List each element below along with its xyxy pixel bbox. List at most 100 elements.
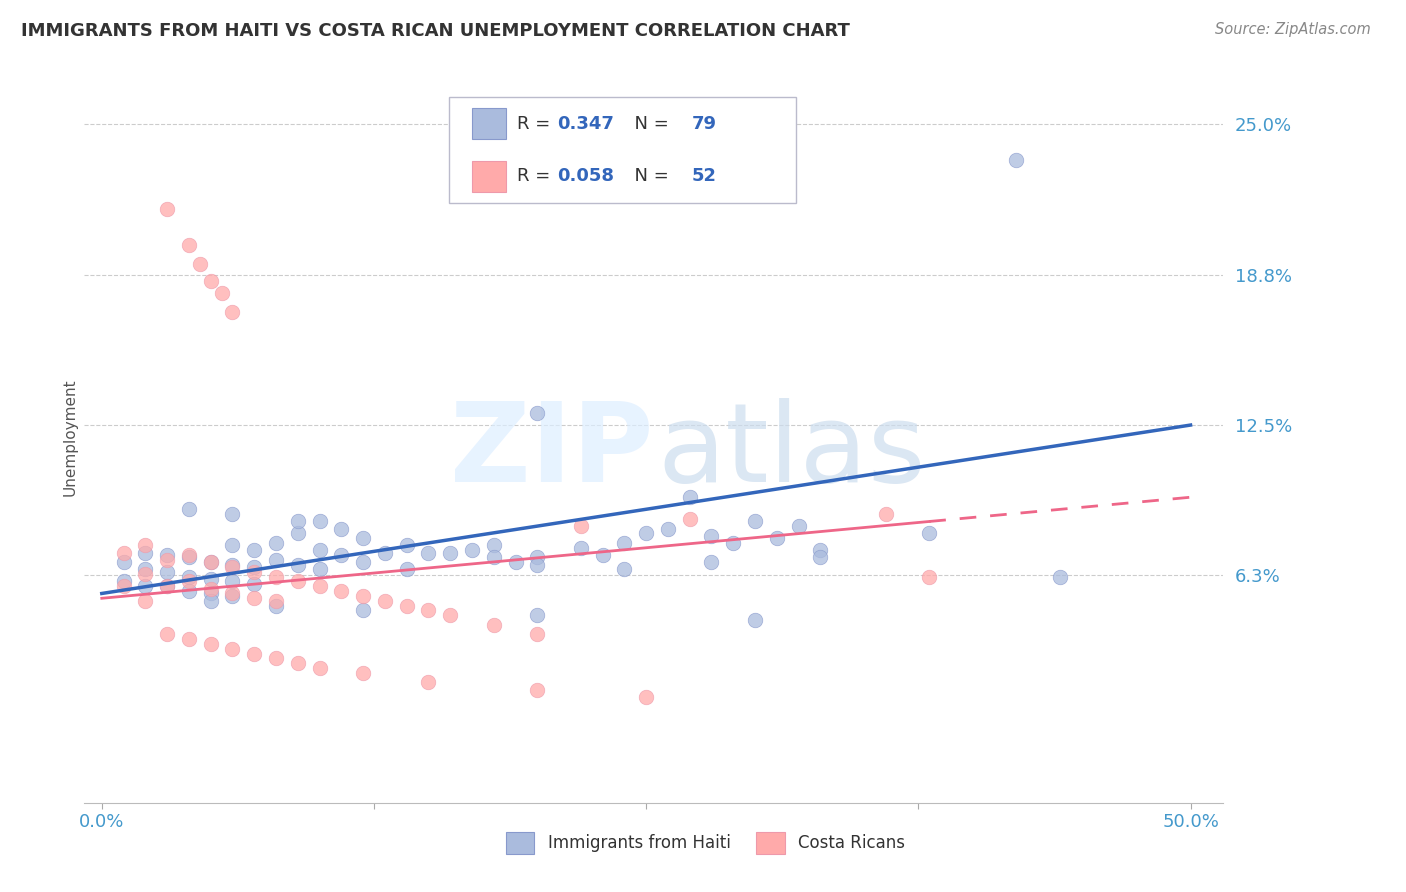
Point: [243, 565, 266, 579]
Point: [112, 574, 135, 589]
Point: [112, 555, 135, 569]
Point: [134, 567, 156, 582]
Point: [211, 285, 233, 300]
Point: [482, 550, 505, 565]
Point: [744, 613, 766, 627]
Point: [569, 541, 592, 555]
Point: [679, 490, 702, 504]
Point: [200, 637, 222, 651]
Point: [264, 536, 287, 550]
Point: [482, 617, 505, 632]
Point: [918, 526, 941, 541]
Point: [200, 593, 222, 607]
Point: [243, 577, 266, 591]
Point: [264, 569, 287, 583]
Point: [134, 579, 156, 593]
Point: [569, 519, 592, 533]
Point: [221, 558, 243, 572]
Point: [330, 584, 353, 599]
Point: [287, 558, 309, 572]
Point: [352, 531, 374, 545]
Point: [221, 560, 243, 574]
Point: [177, 584, 200, 599]
Point: [308, 514, 330, 528]
FancyBboxPatch shape: [471, 108, 506, 139]
Text: Costa Ricans: Costa Ricans: [799, 834, 905, 852]
Point: [188, 257, 211, 271]
Text: Source: ZipAtlas.com: Source: ZipAtlas.com: [1215, 22, 1371, 37]
Point: [308, 579, 330, 593]
Point: [308, 562, 330, 576]
Point: [1049, 569, 1071, 583]
Point: [439, 608, 461, 623]
Point: [505, 555, 527, 569]
Point: [200, 586, 222, 600]
Point: [636, 690, 658, 704]
Point: [744, 514, 766, 528]
Point: [177, 502, 200, 516]
Point: [308, 543, 330, 558]
Point: [243, 647, 266, 661]
Point: [243, 543, 266, 558]
Point: [134, 593, 156, 607]
Text: 52: 52: [692, 168, 717, 186]
Point: [177, 237, 200, 252]
Point: [156, 202, 179, 216]
Point: [112, 545, 135, 559]
Point: [177, 574, 200, 589]
Point: [177, 548, 200, 562]
Point: [200, 274, 222, 288]
Point: [243, 591, 266, 606]
Point: [221, 574, 243, 589]
Point: [330, 548, 353, 562]
Point: [156, 627, 179, 641]
Point: [395, 538, 418, 552]
Point: [264, 599, 287, 613]
Point: [308, 661, 330, 675]
Point: [264, 651, 287, 665]
Text: R =: R =: [517, 168, 557, 186]
Point: [134, 545, 156, 559]
Point: [112, 579, 135, 593]
Point: [526, 558, 548, 572]
Point: [1005, 153, 1028, 168]
Point: [287, 526, 309, 541]
Point: [221, 586, 243, 600]
Point: [700, 529, 723, 543]
Point: [723, 536, 745, 550]
Text: 0.058: 0.058: [557, 168, 614, 186]
Point: [200, 572, 222, 586]
Point: [918, 569, 941, 583]
Point: [526, 627, 548, 641]
Point: [787, 519, 810, 533]
Point: [200, 555, 222, 569]
Point: [156, 579, 179, 593]
Text: 79: 79: [692, 115, 717, 133]
FancyBboxPatch shape: [506, 832, 534, 854]
Point: [352, 665, 374, 680]
Text: N =: N =: [623, 168, 675, 186]
Text: R =: R =: [517, 115, 557, 133]
Point: [156, 565, 179, 579]
Text: atlas: atlas: [657, 398, 925, 505]
Point: [395, 599, 418, 613]
Point: [766, 531, 789, 545]
Point: [330, 521, 353, 535]
Point: [418, 675, 440, 690]
Point: [395, 562, 418, 576]
Point: [134, 538, 156, 552]
FancyBboxPatch shape: [449, 97, 796, 203]
Point: [679, 512, 702, 526]
Point: [200, 555, 222, 569]
Point: [613, 562, 636, 576]
Point: [808, 543, 831, 558]
Point: [657, 521, 679, 535]
Point: [221, 305, 243, 319]
Point: [352, 555, 374, 569]
Point: [221, 589, 243, 603]
FancyBboxPatch shape: [756, 832, 785, 854]
Point: [243, 560, 266, 574]
Point: [287, 657, 309, 671]
Point: [700, 555, 723, 569]
Point: [221, 507, 243, 521]
